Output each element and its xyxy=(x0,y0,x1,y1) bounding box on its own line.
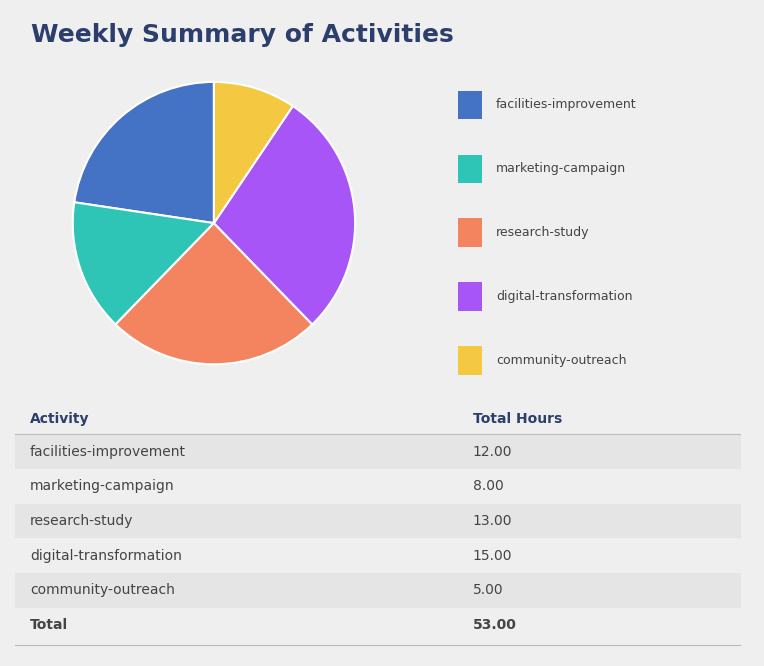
Bar xyxy=(458,282,481,311)
Wedge shape xyxy=(73,202,214,324)
Text: Total Hours: Total Hours xyxy=(472,412,562,426)
Bar xyxy=(458,218,481,247)
Wedge shape xyxy=(115,223,312,364)
Text: community-outreach: community-outreach xyxy=(496,354,626,367)
Text: 13.00: 13.00 xyxy=(472,514,512,528)
Wedge shape xyxy=(214,106,355,324)
Text: 12.00: 12.00 xyxy=(472,445,512,459)
Text: marketing-campaign: marketing-campaign xyxy=(30,480,174,494)
Text: marketing-campaign: marketing-campaign xyxy=(496,163,626,175)
Wedge shape xyxy=(74,82,214,223)
Text: 15.00: 15.00 xyxy=(472,549,512,563)
Text: Activity: Activity xyxy=(30,412,89,426)
Text: 53.00: 53.00 xyxy=(472,618,516,632)
Text: 8.00: 8.00 xyxy=(472,480,503,494)
Text: Weekly Summary of Activities: Weekly Summary of Activities xyxy=(31,23,453,47)
Text: facilities-improvement: facilities-improvement xyxy=(30,445,186,459)
Text: Total: Total xyxy=(30,618,68,632)
Text: 5.00: 5.00 xyxy=(472,583,503,597)
Text: community-outreach: community-outreach xyxy=(30,583,175,597)
Wedge shape xyxy=(214,82,293,223)
Bar xyxy=(15,434,741,469)
Text: research-study: research-study xyxy=(496,226,590,239)
Bar xyxy=(458,91,481,119)
Text: digital-transformation: digital-transformation xyxy=(30,549,182,563)
Text: research-study: research-study xyxy=(30,514,133,528)
Bar xyxy=(15,503,741,538)
Bar xyxy=(458,155,481,183)
Text: digital-transformation: digital-transformation xyxy=(496,290,633,303)
Bar xyxy=(15,573,741,607)
Bar xyxy=(458,346,481,375)
Text: facilities-improvement: facilities-improvement xyxy=(496,99,636,111)
